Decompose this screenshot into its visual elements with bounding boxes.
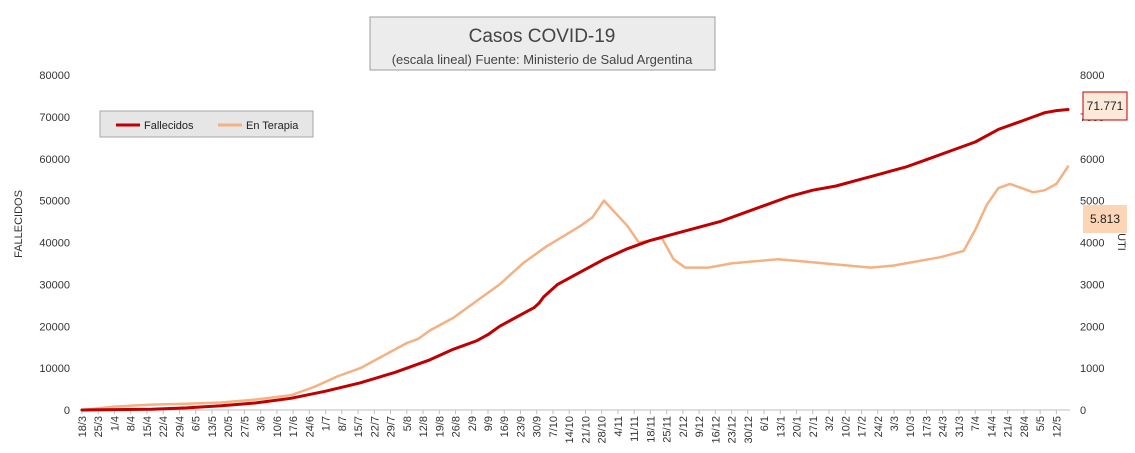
x-tick-label: 10/2: [840, 416, 852, 437]
x-tick-label: 3/2: [824, 416, 836, 431]
x-tick-label: 6/5: [191, 416, 203, 431]
y-axis-left-title: FALLECIDOS: [13, 190, 25, 258]
y-axis-right-title: UTI: [1115, 233, 1127, 251]
x-axis: 18/3 25/3 1/4 8/4 15/4 22/4 29/4 6/5 13/5 20/5 27/…: [77, 410, 1063, 444]
x-tick-label: 22/7: [369, 416, 381, 437]
y-left-tick-label: 20000: [39, 321, 70, 333]
x-tick-label: 16/9: [499, 416, 511, 437]
x-tick-label: 21/10: [580, 416, 592, 444]
y-left-tick-label: 30000: [39, 279, 70, 291]
y-right-tick-label: 2000: [1080, 321, 1104, 333]
x-tick-label: 23/12: [727, 416, 739, 444]
x-tick-label: 5/8: [402, 416, 414, 431]
x-tick-label: 27/5: [239, 416, 251, 437]
x-tick-label: 31/3: [954, 416, 966, 437]
x-tick-label: 22/4: [158, 416, 170, 437]
y-left-tick-label: 50000: [39, 196, 70, 208]
x-tick-label: 30/9: [532, 416, 544, 437]
x-tick-label: 29/4: [174, 416, 186, 437]
x-tick-label: 9/9: [483, 416, 495, 431]
x-tick-label: 7/4: [970, 416, 982, 431]
x-tick-label: 24/6: [304, 416, 316, 437]
x-tick-label: 18/3: [77, 416, 89, 437]
x-tick-label: 25/11: [662, 416, 674, 443]
chart-title: Casos COVID-19: [469, 26, 616, 47]
x-tick-label: 12/8: [418, 416, 430, 437]
x-tick-label: 20/1: [792, 416, 804, 437]
y-right-tick-label: 3000: [1080, 279, 1104, 291]
x-tick-label: 3/6: [256, 416, 268, 431]
x-tick-label: 21/4: [1003, 416, 1015, 437]
x-tick-label: 24/2: [873, 416, 885, 437]
x-tick-label: 17/3: [921, 416, 933, 437]
x-tick-label: 19/8: [434, 416, 446, 437]
y-axis-right: 010002000300040005000600070008000: [1080, 70, 1104, 417]
x-tick-label: 11/11: [629, 416, 641, 442]
legend: Fallecidos En Terapia: [99, 110, 314, 138]
y-right-tick-label: 8000: [1080, 70, 1104, 82]
x-tick-label: 2/12: [678, 416, 690, 437]
x-tick-label: 24/3: [938, 416, 950, 437]
x-tick-label: 28/4: [1019, 416, 1031, 437]
x-tick-label: 8/4: [126, 416, 138, 431]
callout-terapia-value: 5.813: [1090, 212, 1120, 226]
series-line-fallecidos: [80, 108, 1070, 412]
y-right-tick-label: 6000: [1080, 154, 1104, 166]
x-tick-label: 1/4: [109, 416, 121, 431]
x-tick-label: 6/1: [759, 416, 771, 431]
legend-label-fallecidos: Fallecidos: [144, 120, 194, 132]
x-tick-label: 10/6: [272, 416, 284, 437]
x-tick-label: 2/9: [467, 416, 479, 431]
x-tick-label: 18/11: [645, 416, 657, 443]
x-tick-label: 9/12: [694, 416, 706, 437]
x-tick-label: 13/5: [207, 416, 219, 437]
y-left-tick-label: 40000: [39, 238, 70, 250]
y-left-tick-label: 70000: [39, 112, 70, 124]
x-tick-label: 7/10: [548, 416, 560, 437]
x-tick-label: 15/4: [142, 416, 154, 437]
series-layer: [80, 108, 1070, 412]
x-tick-label: 3/3: [889, 416, 901, 431]
x-tick-label: 10/3: [905, 416, 917, 437]
x-tick-label: 14/4: [986, 416, 998, 437]
callout-terapia: 5.813: [1083, 205, 1127, 233]
x-tick-label: 14/10: [564, 416, 576, 444]
x-tick-label: 20/5: [223, 416, 235, 437]
y-left-tick-label: 60000: [39, 154, 70, 166]
callout-fallecidos-value: 71.771: [1087, 99, 1124, 113]
x-tick-label: 26/8: [451, 416, 463, 437]
y-right-tick-label: 4000: [1080, 238, 1104, 250]
y-right-tick-label: 0: [1080, 405, 1086, 417]
y-axis-left: 0 10000 20000 30000 40000 50000 60000 70000 8000…: [39, 70, 70, 417]
chart-subtitle: (escala lineal) Fuente: Ministerio de Sa…: [392, 52, 693, 67]
x-tick-label: 27/1: [808, 416, 820, 437]
x-tick-label: 1/7: [321, 416, 333, 431]
x-tick-label: 16/12: [710, 416, 722, 444]
x-tick-label: 13/1: [775, 416, 787, 437]
x-tick-label: 5/5: [1035, 416, 1047, 431]
y-left-tick-label: 0: [64, 405, 70, 417]
x-tick-label: 15/7: [353, 416, 365, 437]
y-right-tick-label: 1000: [1080, 363, 1104, 375]
x-tick-label: 12/5: [1051, 416, 1063, 437]
x-tick-label: 8/7: [337, 416, 349, 431]
x-tick-label: 17/2: [857, 416, 869, 437]
series-line-en-terapia: [80, 165, 1070, 412]
x-tick-label: 25/3: [93, 416, 105, 437]
x-tick-label: 23/9: [515, 416, 527, 437]
x-tick-label: 30/12: [743, 416, 755, 444]
legend-label-terapia: En Terapia: [246, 120, 299, 132]
callout-fallecidos: 71.771: [1082, 91, 1128, 121]
y-left-tick-label: 80000: [39, 70, 70, 82]
x-tick-label: 17/6: [288, 416, 300, 437]
x-tick-label: 29/7: [386, 416, 398, 437]
x-tick-label: 4/11: [613, 416, 625, 437]
title-box: Casos COVID-19 (escala lineal) Fuente: M…: [369, 16, 716, 71]
x-tick-label: 28/10: [597, 416, 609, 444]
y-left-tick-label: 10000: [39, 363, 70, 375]
y-right-tick-label: 5000: [1080, 196, 1104, 208]
